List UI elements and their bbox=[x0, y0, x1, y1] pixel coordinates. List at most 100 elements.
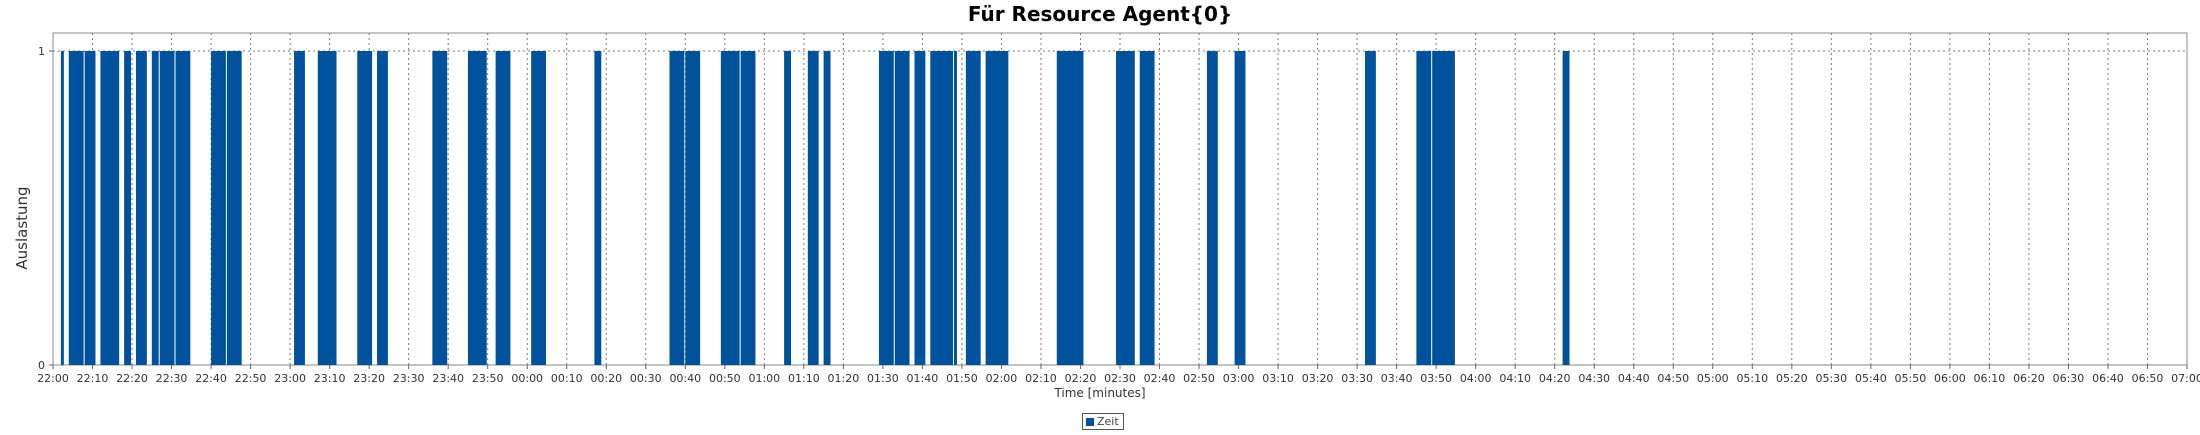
x-tick-label: 02:30 bbox=[1104, 372, 1136, 385]
x-tick-label: 00:00 bbox=[511, 372, 543, 385]
x-tick-label: 02:50 bbox=[1183, 372, 1215, 385]
bar bbox=[1365, 51, 1376, 365]
bar bbox=[954, 51, 957, 365]
x-tick-label: 05:10 bbox=[1736, 372, 1768, 385]
x-tick-label: 22:30 bbox=[156, 372, 188, 385]
x-tick-label: 22:50 bbox=[235, 372, 267, 385]
bar bbox=[878, 51, 894, 365]
bar bbox=[807, 51, 819, 365]
x-tick-label: 05:50 bbox=[1895, 372, 1927, 385]
x-tick-label: 01:40 bbox=[907, 372, 939, 385]
x-tick-label: 02:40 bbox=[1144, 372, 1176, 385]
bar bbox=[135, 51, 147, 365]
y-tick-label: 0 bbox=[38, 359, 45, 372]
x-tick-label: 23:00 bbox=[274, 372, 306, 385]
bar bbox=[894, 51, 910, 365]
x-tick-label: 01:10 bbox=[788, 372, 820, 385]
x-tick-label: 03:10 bbox=[1262, 372, 1294, 385]
x-tick-label: 03:20 bbox=[1302, 372, 1334, 385]
x-tick-label: 07:00 bbox=[2171, 372, 2200, 385]
x-tick-label: 01:20 bbox=[828, 372, 860, 385]
bar bbox=[531, 51, 546, 365]
x-tick-label: 05:30 bbox=[1815, 372, 1847, 385]
x-tick-label: 22:10 bbox=[77, 372, 109, 385]
x-tick-label: 23:20 bbox=[353, 372, 385, 385]
bar bbox=[1206, 51, 1218, 365]
x-tick-label: 04:10 bbox=[1499, 372, 1531, 385]
bar bbox=[294, 51, 305, 365]
x-tick-label: 05:20 bbox=[1776, 372, 1808, 385]
bar bbox=[823, 51, 831, 365]
x-tick-label: 22:40 bbox=[195, 372, 227, 385]
x-tick-label: 03:30 bbox=[1341, 372, 1373, 385]
x-tick-label: 23:30 bbox=[393, 372, 425, 385]
x-tick-label: 03:00 bbox=[1223, 372, 1255, 385]
x-tick-label: 06:40 bbox=[2092, 372, 2124, 385]
x-tick-label: 23:40 bbox=[432, 372, 464, 385]
bar bbox=[720, 51, 740, 365]
x-tick-label: 01:00 bbox=[748, 372, 780, 385]
bar bbox=[357, 51, 373, 365]
bar bbox=[175, 51, 191, 365]
x-tick-label: 05:00 bbox=[1697, 372, 1729, 385]
bar bbox=[1432, 51, 1455, 365]
x-tick-label: 05:40 bbox=[1855, 372, 1887, 385]
bar bbox=[740, 51, 756, 365]
bar bbox=[100, 51, 120, 365]
bar bbox=[1139, 51, 1155, 365]
bar bbox=[377, 51, 388, 365]
x-tick-label: 03:50 bbox=[1420, 372, 1452, 385]
x-tick-label: 04:20 bbox=[1539, 372, 1571, 385]
x-tick-label: 23:10 bbox=[314, 372, 346, 385]
bar bbox=[1056, 51, 1084, 365]
legend-swatch bbox=[1086, 417, 1094, 426]
x-tick-label: 00:40 bbox=[669, 372, 701, 385]
bar bbox=[685, 51, 701, 365]
bar bbox=[985, 51, 1009, 365]
bar bbox=[68, 51, 84, 365]
legend: Zeit bbox=[1082, 413, 1124, 430]
bar bbox=[930, 51, 954, 365]
legend-label: Zeit bbox=[1097, 415, 1119, 428]
bar bbox=[60, 51, 64, 365]
bar bbox=[84, 51, 96, 365]
bar bbox=[211, 51, 226, 365]
bar bbox=[159, 51, 175, 365]
chart-title: Für Resource Agent{0} bbox=[967, 2, 1233, 26]
bar bbox=[594, 51, 602, 365]
x-tick-label: 23:50 bbox=[472, 372, 504, 385]
bar bbox=[914, 51, 926, 365]
x-tick-label: 06:30 bbox=[2053, 372, 2085, 385]
bar bbox=[669, 51, 685, 365]
axes: 22:00 22:10 22:20 22:30 22:40 22:50 23:00 23:10… bbox=[37, 45, 2200, 385]
bar bbox=[151, 51, 159, 365]
x-tick-label: 04:50 bbox=[1657, 372, 1689, 385]
x-tick-label: 01:50 bbox=[946, 372, 978, 385]
bar bbox=[1416, 51, 1432, 365]
x-tick-label: 06:20 bbox=[2013, 372, 2045, 385]
bar bbox=[495, 51, 511, 365]
bar bbox=[467, 51, 487, 365]
bar bbox=[1234, 51, 1246, 365]
x-tick-label: 02:20 bbox=[1065, 372, 1097, 385]
bar bbox=[1116, 51, 1135, 365]
bar bbox=[124, 51, 132, 365]
x-tick-label: 03:40 bbox=[1381, 372, 1413, 385]
x-tick-label: 04:40 bbox=[1618, 372, 1650, 385]
y-tick-label: 1 bbox=[38, 45, 45, 58]
x-tick-label: 22:20 bbox=[116, 372, 148, 385]
x-tick-label: 00:50 bbox=[709, 372, 741, 385]
x-tick-label: 00:30 bbox=[630, 372, 662, 385]
x-tick-label: 06:00 bbox=[1934, 372, 1966, 385]
x-tick-label: 02:00 bbox=[986, 372, 1018, 385]
x-tick-label: 02:10 bbox=[1025, 372, 1057, 385]
bar bbox=[965, 51, 981, 365]
bar-series-zeit bbox=[60, 51, 1570, 365]
bar bbox=[226, 51, 242, 365]
bar bbox=[432, 51, 448, 365]
bar bbox=[784, 51, 791, 365]
x-tick-label: 04:30 bbox=[1578, 372, 1610, 385]
x-tick-label: 01:30 bbox=[867, 372, 899, 385]
x-tick-label: 06:50 bbox=[2132, 372, 2164, 385]
